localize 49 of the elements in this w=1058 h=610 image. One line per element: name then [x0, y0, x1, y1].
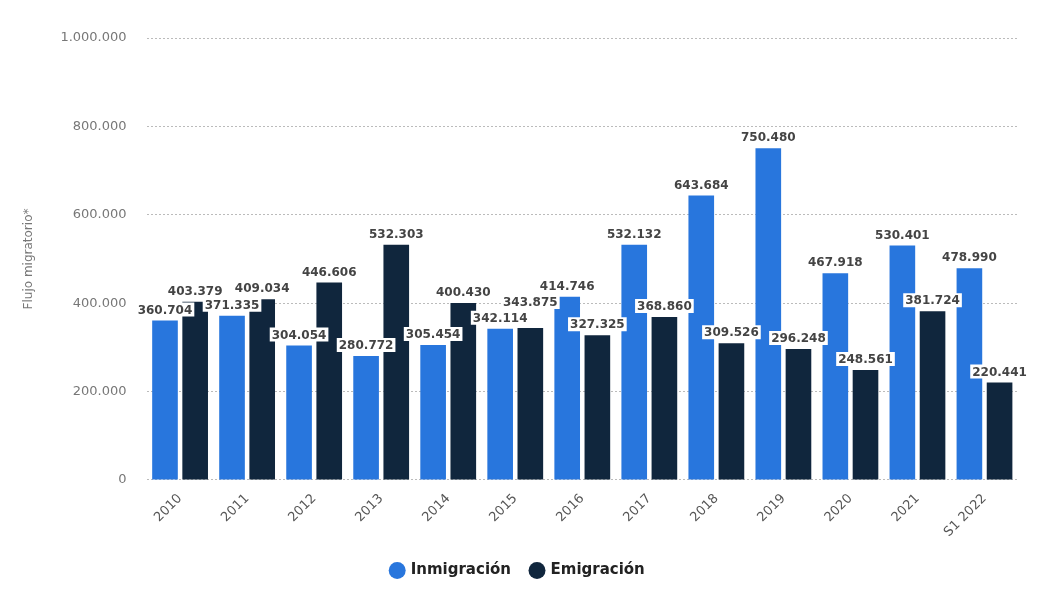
data-label: 478.990: [942, 250, 997, 265]
y-tick-label: 400.000: [72, 294, 127, 310]
data-label: 368.860: [637, 299, 692, 314]
data-label: 371.335: [204, 297, 260, 312]
data-label: 403.379: [167, 283, 223, 298]
y-tick-label: 200.000: [72, 382, 127, 398]
data-label: 305.454: [405, 327, 461, 342]
bar: [420, 344, 446, 480]
data-label: 296.248: [771, 331, 826, 346]
data-label: 467.918: [808, 255, 863, 270]
bar: [152, 320, 178, 480]
data-label: 532.132: [606, 226, 662, 241]
bar: [286, 345, 312, 480]
data-label: 304.054: [271, 327, 327, 342]
data-label: 342.114: [472, 310, 528, 325]
bar: [517, 327, 544, 480]
data-label: 220.441: [972, 364, 1027, 379]
data-label: 343.875: [503, 295, 558, 310]
bar: [219, 315, 245, 480]
bar: [986, 382, 1013, 480]
legend-label: Emigración: [550, 560, 645, 579]
data-label: 280.772: [338, 338, 394, 352]
data-label: 530.401: [875, 227, 930, 242]
bar: [584, 335, 611, 480]
data-label: 409.034: [234, 281, 290, 296]
data-label: 414.746: [539, 278, 595, 293]
bar: [852, 370, 879, 480]
data-label: 532.303: [368, 226, 424, 241]
y-axis-title: Flujo migratorio*: [21, 208, 36, 310]
data-label: 643.684: [673, 177, 729, 192]
y-tick-label: 600.000: [72, 206, 127, 222]
data-label: 446.606: [301, 264, 357, 279]
bar: [718, 343, 745, 480]
bar: [353, 355, 379, 480]
bar: [651, 316, 678, 480]
bar: [919, 311, 946, 480]
data-label: 327.325: [570, 317, 625, 332]
bar: [785, 349, 812, 480]
data-label: 248.561: [838, 352, 893, 367]
y-tick-label: 0: [118, 471, 127, 487]
y-tick-label: 800.000: [72, 117, 127, 133]
data-label: 400.430: [435, 285, 491, 300]
data-label: 381.724: [905, 293, 960, 308]
legend-label: Inmigración: [410, 560, 512, 579]
data-label: 309.526: [704, 325, 759, 340]
bar: [487, 328, 513, 480]
y-tick-label: 1.000.000: [60, 29, 127, 45]
data-label: 750.480: [740, 130, 796, 145]
data-label: 360.704: [137, 302, 193, 317]
